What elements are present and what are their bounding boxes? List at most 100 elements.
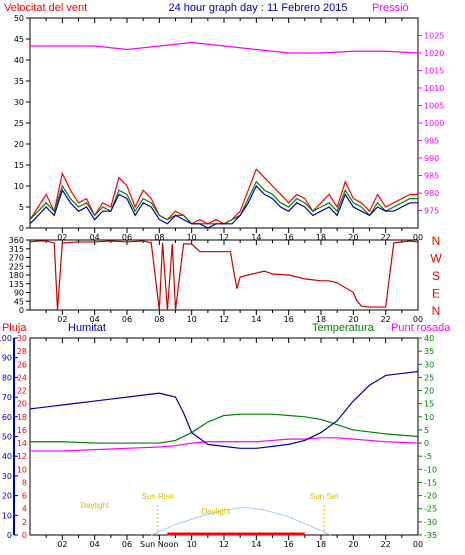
dewpoint-line <box>30 437 419 452</box>
sunset-label: Sun Set <box>310 492 339 501</box>
y2-tick-label: 980 <box>424 189 439 198</box>
temp-tick-label: -25 <box>424 505 437 514</box>
y-tick-label: 30 <box>14 98 24 107</box>
x-tick-label: 18 <box>316 315 326 324</box>
temp-tick-label: -30 <box>424 518 437 527</box>
humidity-tick-label: 100 <box>0 334 12 343</box>
x-tick-label: 16 <box>284 540 294 549</box>
compass-label: E <box>432 287 440 301</box>
rain-tick-label: 20 <box>17 400 27 409</box>
pressure-label: Pressió <box>372 2 409 14</box>
temp-tick-label: 15 <box>424 400 434 409</box>
rain-tick-label: 30 <box>17 334 27 343</box>
rain-tick-label: 18 <box>17 413 27 422</box>
x-tick-label: 04 <box>90 315 100 324</box>
dir-tick-label: 225 <box>9 262 24 271</box>
temp-tick-label: 20 <box>424 387 434 396</box>
x-tick-label: 18 <box>316 233 326 242</box>
x-tick-label: 06 <box>122 233 132 242</box>
x-tick-label: 20 <box>348 315 358 324</box>
x-tick-label: 10 <box>187 540 197 549</box>
x-tick-label: 00 <box>413 233 423 242</box>
x-tick-label: 16 <box>284 233 294 242</box>
rain-tick-label: 26 <box>17 360 27 369</box>
y-tick-label: 10 <box>14 182 24 191</box>
panel-frame-1 <box>29 17 419 229</box>
pressure-line <box>30 41 419 54</box>
humidity-tick-label: 30 <box>2 472 12 481</box>
temp-tick-label: 10 <box>424 413 434 422</box>
humidity-tick-label: 40 <box>2 452 12 461</box>
rain-tick-label: 14 <box>17 439 27 448</box>
legend-temperature: Temperatura <box>312 322 375 334</box>
x-tick-label: 14 <box>251 540 261 549</box>
y2-tick-label: 1020 <box>424 49 444 58</box>
x-tick-label: 14 <box>251 315 261 324</box>
rain-tick-label: 0 <box>22 531 27 540</box>
sun-arc-line <box>151 506 331 536</box>
y2-tick-label: 985 <box>424 172 439 181</box>
x-tick-label: 02 <box>57 540 67 549</box>
rain-tick-label: 28 <box>17 347 27 356</box>
legend-dewpoint: Punt rosada <box>391 322 451 334</box>
x-tick-label: 04 <box>90 540 100 549</box>
x-tick-label: 06 <box>122 315 132 324</box>
temp-tick-label: 30 <box>424 360 434 369</box>
wind-direction-line <box>29 240 419 311</box>
humidity-line <box>29 370 419 449</box>
panel-frame-2 <box>29 239 419 311</box>
rain-tick-label: 12 <box>17 452 27 461</box>
y-tick-label: 25 <box>14 119 24 128</box>
dir-tick-label: 135 <box>9 280 24 289</box>
x-tick-label: 02 <box>57 233 67 242</box>
dir-tick-label: 270 <box>9 254 24 263</box>
rain-tick-label: 4 <box>22 505 27 514</box>
humidity-tick-label: 70 <box>2 393 12 402</box>
x-tick-label: 12 <box>219 233 229 242</box>
y-tick-label: 20 <box>14 140 24 149</box>
rain-tick-label: 2 <box>22 518 27 527</box>
x-tick-label: 20 <box>348 233 358 242</box>
dir-tick-label: 90 <box>14 289 24 298</box>
rain-tick-label: 22 <box>17 387 27 396</box>
y2-tick-label: 975 <box>424 207 439 216</box>
x-tick-label: 08 <box>154 315 164 324</box>
x-tick-label: 08 <box>154 233 164 242</box>
daylight-label-left: Daylight <box>80 501 110 510</box>
y2-tick-label: 1005 <box>424 102 444 111</box>
x-tick-label: 12 <box>219 315 229 324</box>
y2-tick-label: 1015 <box>424 67 444 76</box>
dir-tick-label: 45 <box>14 297 24 306</box>
rain-tick-label: 24 <box>17 373 27 382</box>
y-tick-label: 40 <box>14 56 24 65</box>
x-tick-label: 22 <box>381 233 391 242</box>
dir-tick-label: 360 <box>9 236 24 245</box>
temperature-line <box>30 413 419 444</box>
temp-tick-label: 0 <box>424 439 429 448</box>
x-tick-label: 02 <box>57 315 67 324</box>
temp-tick-label: 25 <box>424 373 434 382</box>
rain-tick-label: 6 <box>22 492 27 501</box>
temp-tick-label: 35 <box>424 347 434 356</box>
temp-tick-label: 40 <box>424 334 434 343</box>
humidity-tick-label: 50 <box>2 433 12 442</box>
y2-tick-label: 995 <box>424 137 439 146</box>
y-tick-label: 45 <box>14 35 24 44</box>
x-tick-label: 06 <box>122 540 132 549</box>
dir-tick-label: 0 <box>19 306 24 315</box>
x-tick-label: 10 <box>187 233 197 242</box>
rain-tick-label: 10 <box>17 465 27 474</box>
wind-avg-line <box>29 184 418 229</box>
humidity-tick-label: 80 <box>2 373 12 382</box>
y2-tick-label: 1000 <box>424 119 444 128</box>
y-tick-label: 5 <box>19 203 24 212</box>
compass-label: N <box>432 304 441 318</box>
wind-speed-label: Velocitat del vent <box>4 2 87 14</box>
sunnoon-label: Sun Noon <box>140 540 179 549</box>
humidity-tick-label: 20 <box>2 492 12 501</box>
temp-tick-label: -5 <box>424 452 432 461</box>
x-tick-label: 14 <box>251 233 261 242</box>
sunrise-label: Sun Rise <box>141 492 174 501</box>
humidity-tick-label: 90 <box>2 354 12 363</box>
dir-tick-label: 180 <box>9 271 24 280</box>
